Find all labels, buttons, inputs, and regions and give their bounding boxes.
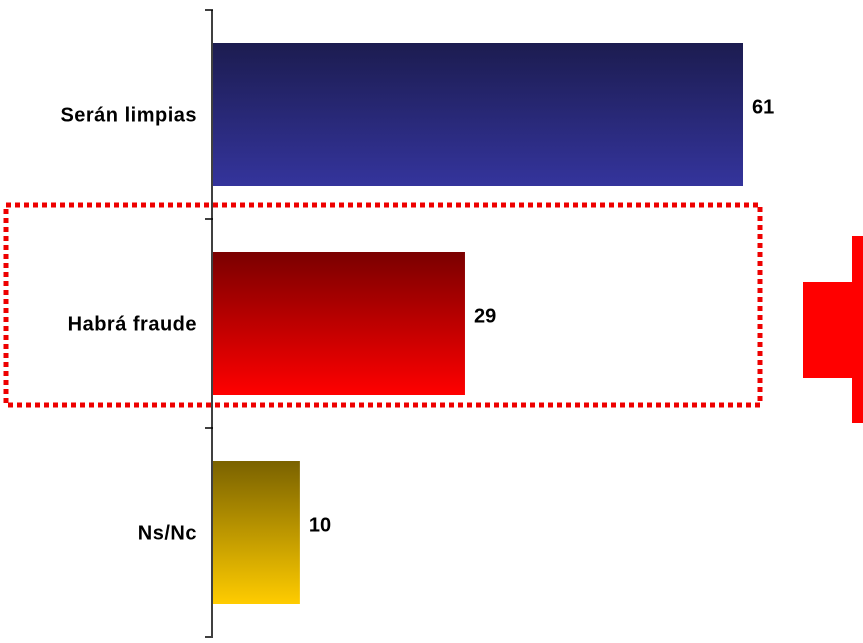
y-axis-ticks	[205, 9, 213, 638]
value-label: 29	[474, 306, 496, 328]
bars-layer	[213, 43, 743, 604]
bar	[213, 43, 743, 186]
labels-layer: Serán limpias 61 Habrá fraude 29 Ns/Nc 10	[60, 97, 774, 545]
value-label: 10	[309, 515, 331, 537]
bar	[213, 461, 300, 604]
value-label: 61	[752, 97, 774, 119]
category-label: Serán limpias	[60, 105, 197, 127]
right-arrow-icon	[803, 236, 863, 423]
category-label: Habrá fraude	[68, 314, 197, 336]
category-label: Ns/Nc	[138, 523, 197, 545]
bar	[213, 252, 465, 395]
